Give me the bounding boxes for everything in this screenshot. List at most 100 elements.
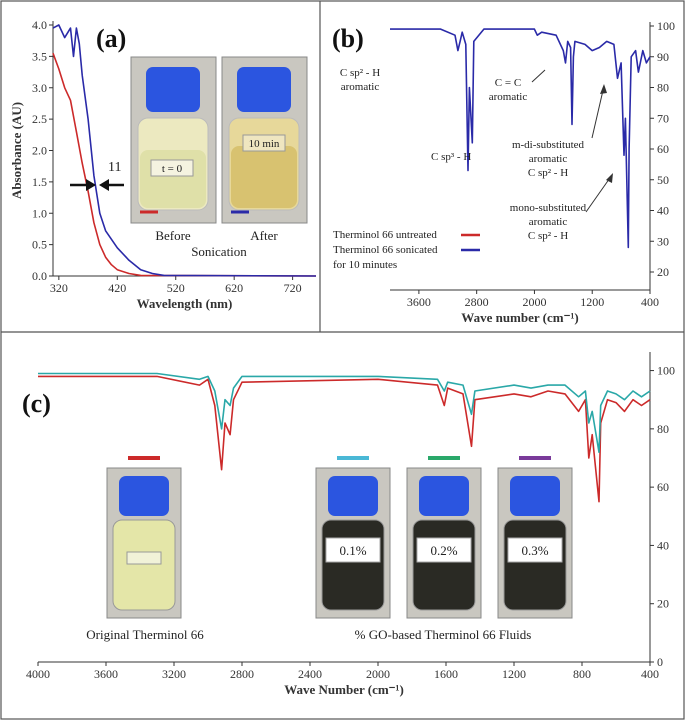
- y-tick-label: 70: [657, 111, 669, 125]
- y-tick-label: 60: [657, 142, 669, 156]
- y-tick-label: 50: [657, 173, 669, 187]
- x-tick-label: 1200: [580, 295, 604, 309]
- color-marker: [337, 456, 369, 460]
- x-tick-label: 400: [641, 295, 659, 309]
- x-tick-label: 2800: [465, 295, 489, 309]
- y-tick-label: 100: [657, 19, 675, 33]
- x-axis-label: Wave number (cm⁻¹): [461, 310, 578, 325]
- bottle-cap-icon: [237, 67, 291, 112]
- svg-text:aromatic: aromatic: [529, 216, 568, 228]
- width-value: 11: [108, 160, 121, 175]
- photo-sample-0: [106, 456, 182, 619]
- x-tick-label: 4000: [26, 667, 50, 681]
- annotation-m-di-substituted: m-di-substituted aromatic C sp² - H: [512, 139, 585, 179]
- y-tick-label: 2.5: [32, 112, 47, 126]
- bottle-cap-icon: [119, 476, 169, 516]
- x-tick-label: 720: [284, 281, 302, 295]
- bottle-cap-icon: [510, 476, 560, 516]
- series-line-0: [390, 28, 651, 249]
- svg-text:aromatic: aromatic: [529, 153, 568, 165]
- x-tick-label: 2400: [298, 667, 322, 681]
- annotation-csp2-aromatic: C sp² - H aromatic: [340, 67, 380, 93]
- y-tick-label: 0: [657, 655, 663, 669]
- caption-original: Original Therminol 66: [86, 627, 204, 642]
- concentration-label: 0.1%: [339, 543, 366, 558]
- photo-sample-1: 0.1%: [315, 456, 391, 619]
- caption-go-fluids: % GO-based Therminol 66 Fluids: [355, 627, 532, 642]
- svg-text:aromatic: aromatic: [489, 91, 528, 103]
- bottle-cap-icon: [328, 476, 378, 516]
- series-line-1: [38, 372, 651, 453]
- x-tick-label: 3200: [162, 667, 186, 681]
- y-tick-label: 1.5: [32, 175, 47, 189]
- x-axis-label: Wave Number (cm⁻¹): [284, 682, 404, 697]
- arrow-left-icon: [99, 179, 109, 191]
- svg-text:mono-substituted: mono-substituted: [510, 202, 587, 214]
- photo-before: t = 0: [130, 56, 217, 224]
- width-arrows: 11: [70, 160, 124, 191]
- y-tick-label: 90: [657, 50, 669, 64]
- y-tick-label: 40: [657, 538, 669, 552]
- concentration-label: 0.2%: [430, 543, 457, 558]
- photo-before-tag: t = 0: [162, 163, 183, 175]
- series-line-0: [52, 52, 317, 277]
- y-tick-label: 80: [657, 81, 669, 95]
- x-tick-label: 420: [108, 281, 126, 295]
- panel-c-label: (c): [22, 389, 51, 418]
- bottle-cap-icon: [146, 67, 200, 112]
- series-line-0: [38, 375, 651, 503]
- svg-text:m-di-substituted: m-di-substituted: [512, 139, 585, 151]
- x-tick-label: 2000: [366, 667, 390, 681]
- color-marker: [128, 456, 160, 460]
- panel-a-label: (a): [96, 24, 126, 53]
- x-tick-label: 800: [573, 667, 591, 681]
- arrow-up-icon: [600, 84, 607, 94]
- photo-after: 10 min: [221, 56, 308, 224]
- svg-text:C sp² - H: C sp² - H: [528, 167, 568, 179]
- legend-sonicated: Therminol 66 sonicated: [333, 244, 438, 256]
- y-tick-label: 2.0: [32, 144, 47, 158]
- y-tick-label: 1.0: [32, 206, 47, 220]
- concentration-label: 0.3%: [521, 543, 548, 558]
- svg-text:C sp² - H: C sp² - H: [528, 230, 568, 242]
- panel-b-label: (b): [332, 24, 364, 53]
- svg-text:C = C: C = C: [495, 77, 521, 89]
- svg-text:C sp² - H: C sp² - H: [340, 67, 380, 79]
- svg-text:aromatic: aromatic: [341, 81, 380, 93]
- legend: Therminol 66 untreated Therminol 66 soni…: [333, 229, 480, 271]
- series-line-1: [52, 24, 317, 277]
- x-tick-label: 1200: [502, 667, 526, 681]
- x-tick-label: 2800: [230, 667, 254, 681]
- after-label: After: [250, 228, 278, 243]
- annotation-mono-substituted: mono-substituted aromatic C sp² - H: [510, 202, 587, 242]
- annotation-csp3: C sp³ - H: [431, 151, 471, 163]
- y-tick-label: 100: [657, 364, 675, 378]
- x-tick-label: 620: [225, 281, 243, 295]
- y-tick-label: 20: [657, 597, 669, 611]
- y-tick-label: 4.0: [32, 18, 47, 32]
- photo-sample-3: 0.3%: [497, 456, 573, 619]
- arrow-right-icon: [86, 179, 96, 191]
- y-tick-label: 20: [657, 265, 669, 279]
- panel-c-chart: (c) 4000 3600 3200 2800 2400 2000 1600 1200 800 4…: [22, 352, 675, 697]
- x-tick-label: 320: [50, 281, 68, 295]
- x-tick-label: 2000: [522, 295, 546, 309]
- x-axis-label: Wavelength (nm): [137, 296, 233, 311]
- y-tick-label: 0.0: [32, 269, 47, 283]
- y-tick-label: 40: [657, 204, 669, 218]
- y-tick-label: 30: [657, 234, 669, 248]
- legend-untreated: Therminol 66 untreated: [333, 229, 437, 241]
- y-axis-label: Absorbance (AU): [9, 102, 24, 199]
- x-tick-label: 520: [167, 281, 185, 295]
- x-tick-label: 3600: [94, 667, 118, 681]
- y-tick-label: 3.0: [32, 81, 47, 95]
- color-marker: [519, 456, 551, 460]
- x-tick-label: 1600: [434, 667, 458, 681]
- x-tick-label: 3600: [407, 295, 431, 309]
- y-tick-label: 80: [657, 422, 669, 436]
- y-tick-label: 0.5: [32, 238, 47, 252]
- color-marker: [428, 456, 460, 460]
- y-tick-label: 60: [657, 480, 669, 494]
